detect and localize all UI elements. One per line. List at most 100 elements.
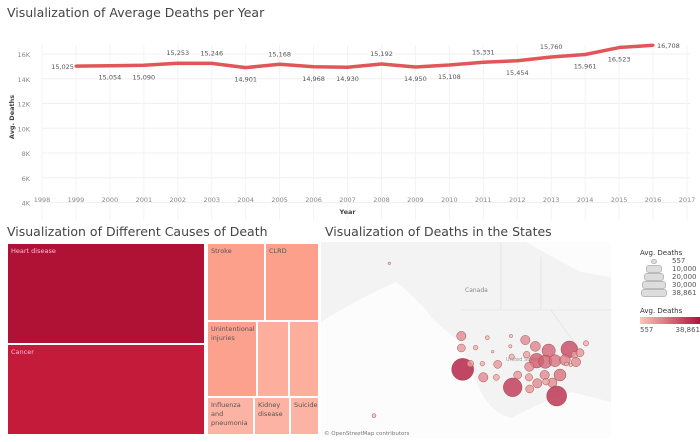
treemap-cell[interactable]: Suicide bbox=[290, 397, 319, 435]
x-tick-label: 2006 bbox=[305, 196, 322, 204]
map-title: Visualization of Deaths in the States bbox=[325, 224, 552, 239]
size-legend-item: 557 bbox=[640, 257, 700, 265]
x-tick-label: 1999 bbox=[68, 196, 85, 204]
size-legend-item: 20,000 bbox=[640, 273, 700, 281]
state-bubble bbox=[548, 354, 562, 367]
data-label: 15,331 bbox=[472, 48, 495, 56]
data-point bbox=[312, 65, 316, 69]
y-tick-label: 6K bbox=[22, 175, 31, 183]
state-bubble bbox=[491, 350, 495, 354]
treemap-cell[interactable]: Heart disease bbox=[7, 243, 205, 344]
size-legend-shape bbox=[646, 265, 662, 273]
x-tick-label: 2013 bbox=[543, 196, 560, 204]
x-tick-label: 1998 bbox=[34, 196, 51, 204]
state-bubble bbox=[493, 374, 500, 381]
map[interactable]: Canada United States © OpenStreetMap con… bbox=[321, 242, 611, 438]
state-bubble bbox=[525, 384, 534, 394]
data-point bbox=[481, 60, 485, 64]
data-point bbox=[413, 65, 417, 69]
state-bubble bbox=[466, 360, 474, 368]
state-bubble bbox=[523, 351, 531, 359]
treemap-title: Visualization of Different Causes of Dea… bbox=[7, 224, 268, 239]
state-bubble bbox=[493, 360, 502, 369]
state-bubble bbox=[525, 373, 533, 382]
size-legend-value: 10,000 bbox=[672, 265, 697, 273]
data-label: 15,025 bbox=[51, 63, 74, 71]
size-legend-value: 30,000 bbox=[672, 281, 697, 289]
data-point bbox=[515, 59, 519, 63]
data-point bbox=[617, 46, 621, 50]
data-label: 14,930 bbox=[336, 75, 359, 83]
arctic-ocean-shape bbox=[526, 242, 611, 277]
size-legend-value: 557 bbox=[672, 257, 686, 265]
x-tick-label: 2001 bbox=[136, 196, 153, 204]
color-legend: Avg. Deaths 557 38,861 bbox=[640, 281, 700, 334]
color-legend-ramp bbox=[640, 317, 700, 324]
y-tick-label: 16K bbox=[17, 51, 30, 59]
color-legend-title: Avg. Deaths bbox=[640, 307, 683, 315]
y-tick-label: 14K bbox=[17, 76, 30, 84]
size-legend-title: Avg. Deaths bbox=[640, 249, 683, 257]
size-legend-item: 10,000 bbox=[640, 265, 700, 273]
data-label: 15,168 bbox=[268, 50, 291, 58]
x-tick-label: 2011 bbox=[475, 196, 492, 204]
state-bubble bbox=[571, 357, 581, 367]
data-label: 14,901 bbox=[234, 76, 257, 84]
data-label: 16,523 bbox=[608, 56, 631, 64]
data-point bbox=[176, 61, 180, 65]
data-point bbox=[244, 66, 248, 70]
state-bubble bbox=[575, 348, 585, 357]
treemap-cell[interactable]: Kidney disease bbox=[254, 397, 290, 435]
y-tick-label: 12K bbox=[17, 101, 30, 109]
treemap-cell[interactable]: Influenza and pneumonia bbox=[207, 397, 254, 435]
data-label: 14,950 bbox=[404, 75, 427, 83]
state-bubble bbox=[457, 343, 466, 353]
treemap-cell[interactable]: CLRD bbox=[265, 243, 319, 321]
data-label: 14,968 bbox=[302, 75, 325, 83]
x-tick-label: 2017 bbox=[679, 196, 696, 204]
state-bubble bbox=[387, 261, 391, 265]
map-attribution: © OpenStreetMap contributors bbox=[324, 430, 410, 437]
line-chart: 0K2K4K6K8K10K12K14K16K199819992000200120… bbox=[8, 42, 696, 220]
data-point bbox=[210, 61, 214, 65]
data-point bbox=[278, 62, 282, 66]
size-legend-shape bbox=[644, 273, 664, 281]
x-tick-label: 2016 bbox=[645, 196, 662, 204]
series-line bbox=[75, 43, 654, 70]
state-bubble bbox=[371, 413, 377, 418]
state-bubble bbox=[485, 335, 490, 340]
border-lines bbox=[461, 242, 611, 353]
line-chart-title: Visulalization of Average Deaths per Yea… bbox=[7, 5, 265, 20]
treemap-cell[interactable]: Unintentional injuries bbox=[207, 321, 257, 397]
state-bubble bbox=[503, 377, 523, 397]
treemap-cell[interactable]: Stroke bbox=[207, 243, 265, 321]
size-legend-item: 30,000 bbox=[640, 281, 700, 289]
data-point bbox=[142, 63, 146, 67]
state-bubble bbox=[546, 385, 567, 407]
state-bubble bbox=[539, 370, 550, 380]
treemap-cell[interactable]: Cancer bbox=[7, 344, 205, 435]
data-label: 16,708 bbox=[657, 42, 680, 50]
x-tick-label: 2012 bbox=[509, 196, 526, 204]
x-tick-label: 2015 bbox=[611, 196, 628, 204]
x-tick-label: 2003 bbox=[203, 196, 220, 204]
treemap-cell[interactable] bbox=[257, 321, 289, 397]
x-tick-label: 2008 bbox=[373, 196, 390, 204]
size-legend-shape bbox=[641, 289, 667, 297]
color-legend-max: 38,861 bbox=[675, 326, 700, 334]
state-bubble bbox=[564, 361, 569, 367]
state-bubble bbox=[520, 335, 531, 345]
size-legend-shape bbox=[642, 281, 666, 289]
data-point bbox=[549, 55, 553, 59]
y-tick-label: 8K bbox=[22, 150, 31, 158]
y-axis-label: Avg. Deaths bbox=[8, 95, 16, 139]
data-label: 15,090 bbox=[132, 73, 155, 81]
treemap-cell[interactable] bbox=[289, 321, 319, 397]
state-bubble bbox=[532, 378, 543, 389]
x-tick-label: 2009 bbox=[407, 196, 424, 204]
data-label: 15,246 bbox=[200, 49, 223, 57]
state-bubble bbox=[456, 331, 467, 341]
data-point bbox=[74, 64, 78, 68]
state-bubble bbox=[542, 378, 550, 386]
state-bubble bbox=[509, 334, 513, 338]
